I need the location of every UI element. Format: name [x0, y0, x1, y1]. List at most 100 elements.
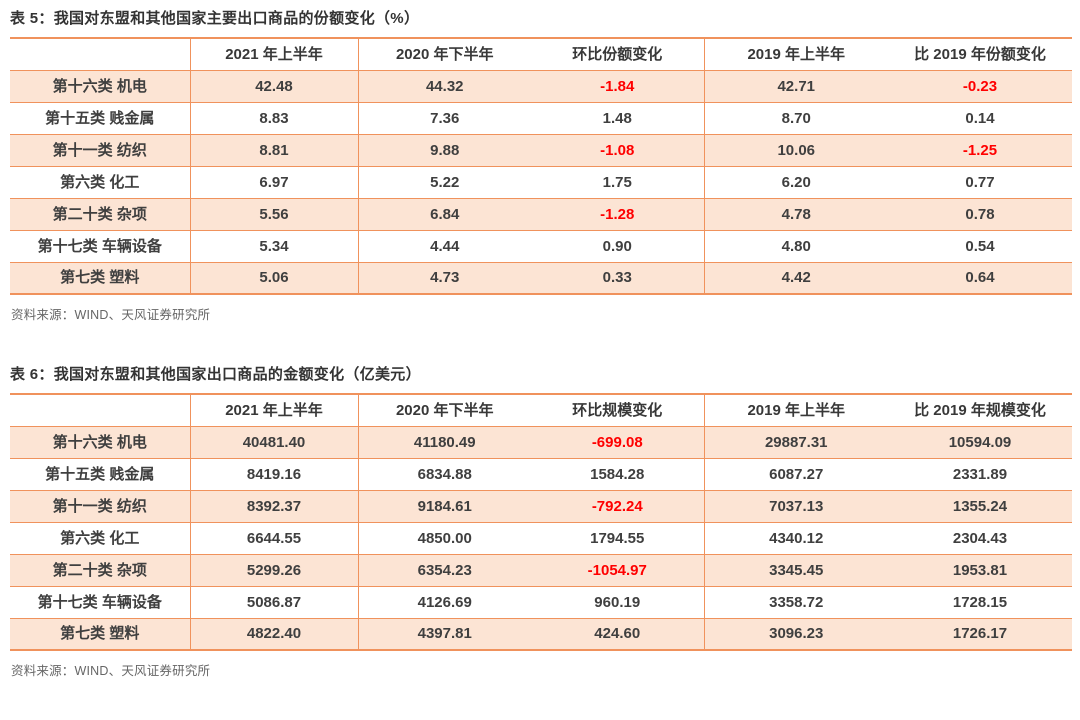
- table-5: 2021 年上半年 2020 年下半年 环比份额变化 2019 年上半年 比 2019 …: [10, 37, 1072, 295]
- column-header: 比 2019 年规模变化: [914, 401, 1046, 419]
- cell-value: 42.48: [190, 70, 359, 102]
- table-5-source: 资料来源：WIND、天风证券研究所: [11, 308, 211, 322]
- table-5-section: 表 5：我国对东盟和其他国家主要出口商品的份额变化（%） 2021 年上半年 20…: [10, 7, 1072, 323]
- column-header: 2019 年上半年: [747, 401, 846, 419]
- column-header: 2021 年上半年: [190, 38, 359, 70]
- cell-value: 5299.26: [190, 554, 359, 586]
- cell-value: 8392.37: [190, 490, 359, 522]
- cell-value: 4.44: [430, 237, 460, 255]
- table-row: 第二十类 杂项 5.56 6.84 -1.28 4.78 0.78: [10, 198, 1072, 230]
- header-row: 2021 年上半年 2020 年下半年 环比份额变化 2019 年上半年 比 2019 …: [10, 38, 1072, 70]
- cell-value: 5.34: [190, 230, 359, 262]
- table-row: 第十七类 车辆设备 5086.87 4126.69 960.19 3358.72 1728…: [10, 586, 1072, 618]
- table-row: 第十六类 机电 40481.40 41180.49 -699.08 29887.31 10…: [10, 426, 1072, 458]
- cell-value: 5086.87: [190, 586, 359, 618]
- cell-value: 41180.49: [413, 433, 476, 451]
- cell-value: -1.08: [531, 134, 705, 166]
- cell-value: 1726.17: [952, 625, 1008, 643]
- cell-value: 9184.61: [417, 497, 472, 515]
- column-header: 2021 年上半年: [190, 394, 359, 426]
- cell-value: 6.97: [190, 166, 359, 198]
- cell-value: 10.06: [777, 141, 816, 159]
- cell-value: 1728.15: [952, 593, 1008, 611]
- cell-value: -1.28: [531, 198, 705, 230]
- row-label: 第十一类 纺织: [10, 490, 191, 522]
- cell-value: 6644.55: [190, 522, 359, 554]
- table-row: 第七类 塑料 5.06 4.73 0.33 4.42 0.64: [10, 262, 1072, 294]
- cell-value: 1584.28: [531, 458, 705, 490]
- cell-value: 42.71: [777, 77, 816, 95]
- cell-value: 960.19: [531, 586, 705, 618]
- table-5-title: 表 5：我国对东盟和其他国家主要出口商品的份额变化（%）: [10, 10, 420, 27]
- column-header: 环比规模变化: [531, 394, 705, 426]
- cell-value: 0.33: [531, 262, 705, 294]
- cell-value: 1953.81: [952, 561, 1008, 579]
- column-header: 环比份额变化: [531, 38, 705, 70]
- cell-value: 10594.09: [948, 433, 1012, 451]
- cell-value: 8.81: [190, 134, 359, 166]
- table-row: 第十一类 纺织 8.81 9.88 -1.08 10.06 -1.25: [10, 134, 1072, 166]
- row-label: 第十六类 机电: [10, 426, 191, 458]
- cell-value: 3345.45: [769, 561, 824, 579]
- cell-value: 6834.88: [417, 465, 472, 483]
- cell-value: -792.24: [531, 490, 705, 522]
- cell-value: -699.08: [531, 426, 705, 458]
- cell-value: 5.22: [430, 173, 460, 191]
- cell-value: 4.73: [430, 269, 460, 287]
- cell-value: 8419.16: [190, 458, 359, 490]
- cell-value: 9.88: [430, 141, 460, 159]
- cell-value: 0.78: [965, 205, 995, 223]
- table-6: 2021 年上半年 2020 年下半年 环比规模变化 2019 年上半年 比 2019 …: [10, 393, 1072, 651]
- column-header: [10, 38, 191, 70]
- row-label: 第二十类 杂项: [10, 198, 191, 230]
- table-row: 第六类 化工 6.97 5.22 1.75 6.20 0.77: [10, 166, 1072, 198]
- cell-value: 4822.40: [190, 618, 359, 650]
- cell-value: 7037.13: [769, 497, 824, 515]
- table-row: 第六类 化工 6644.55 4850.00 1794.55 4340.12 2304.4…: [10, 522, 1072, 554]
- row-label: 第二十类 杂项: [10, 554, 191, 586]
- row-label: 第七类 塑料: [10, 618, 191, 650]
- cell-value: 40481.40: [190, 426, 359, 458]
- cell-value: 6354.23: [417, 561, 472, 579]
- row-label: 第六类 化工: [10, 522, 191, 554]
- table-6-source: 资料来源：WIND、天风证券研究所: [11, 664, 211, 678]
- cell-value: 3096.23: [769, 625, 824, 643]
- cell-value: 44.32: [425, 77, 464, 95]
- cell-value: 8.83: [190, 102, 359, 134]
- table-6-section: 表 6：我国对东盟和其他国家出口商品的金额变化（亿美元） 2021 年上半年 20…: [10, 363, 1072, 679]
- column-header: 2020 年下半年: [395, 45, 494, 63]
- cell-value: -0.23: [962, 77, 998, 95]
- cell-value: 1.48: [531, 102, 705, 134]
- cell-value: 7.36: [430, 109, 460, 127]
- row-label: 第十七类 车辆设备: [10, 586, 191, 618]
- cell-value: 5.06: [190, 262, 359, 294]
- table-6-title: 表 6：我国对东盟和其他国家出口商品的金额变化（亿美元）: [10, 366, 421, 383]
- cell-value: 0.14: [965, 109, 995, 127]
- row-label: 第十六类 机电: [10, 70, 191, 102]
- table-row: 第十六类 机电 42.48 44.32 -1.84 42.71 -0.23: [10, 70, 1072, 102]
- cell-value: 29887.31: [764, 433, 828, 451]
- report-page: 表 5：我国对东盟和其他国家主要出口商品的份额变化（%） 2021 年上半年 20…: [10, 7, 1072, 679]
- cell-value: 0.90: [531, 230, 705, 262]
- cell-value: 0.77: [965, 173, 995, 191]
- cell-value: 0.54: [965, 237, 995, 255]
- cell-value: 4340.12: [769, 529, 824, 547]
- table-row: 第十五类 贱金属 8419.16 6834.88 1584.28 6087.27 2331…: [10, 458, 1072, 490]
- row-label: 第十五类 贱金属: [10, 458, 191, 490]
- cell-value: -1054.97: [531, 554, 705, 586]
- row-label: 第七类 塑料: [10, 262, 191, 294]
- row-label: 第十一类 纺织: [10, 134, 191, 166]
- cell-value: 4.42: [781, 269, 811, 287]
- column-header: 比 2019 年份额变化: [914, 45, 1046, 63]
- cell-value: 6087.27: [769, 465, 824, 483]
- cell-value: 2331.89: [952, 465, 1008, 483]
- header-row: 2021 年上半年 2020 年下半年 环比规模变化 2019 年上半年 比 2019 …: [10, 394, 1072, 426]
- cell-value: 6.84: [430, 205, 460, 223]
- row-label: 第十七类 车辆设备: [10, 230, 191, 262]
- cell-value: 1794.55: [531, 522, 705, 554]
- table-row: 第七类 塑料 4822.40 4397.81 424.60 3096.23 1726.17: [10, 618, 1072, 650]
- cell-value: 1355.24: [952, 497, 1008, 515]
- cell-value: 0.64: [965, 269, 995, 287]
- cell-value: 4397.81: [417, 625, 472, 643]
- column-header: 2020 年下半年: [395, 401, 494, 419]
